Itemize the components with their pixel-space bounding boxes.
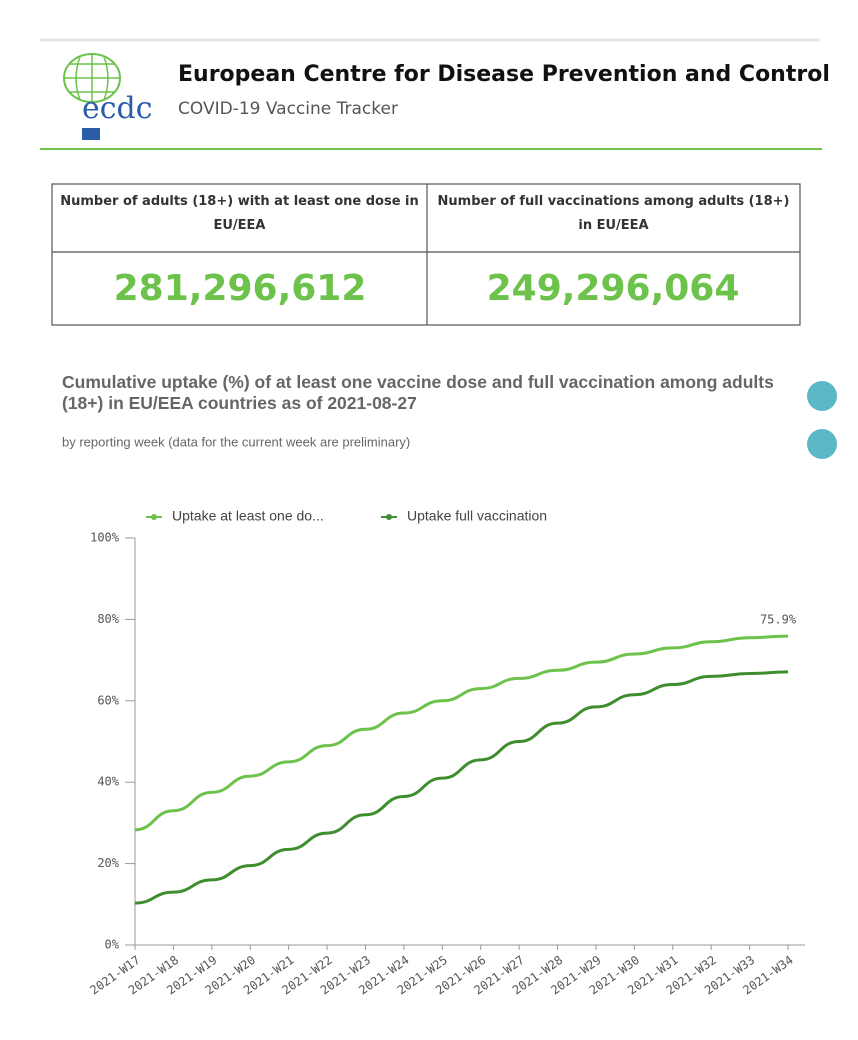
legend-label: Uptake at least one do... [172,508,324,524]
y-tick-label: 80% [97,612,119,626]
series-line [134,634,789,832]
kpi-table: Number of adults (18+) with at least one… [51,183,801,326]
side-button[interactable] [807,429,837,459]
legend-label: Uptake full vaccination [407,508,547,524]
y-tick-label: 20% [97,856,119,870]
value-label: 75.9% [760,613,797,627]
y-tick-label: 0% [105,938,120,952]
side-button[interactable] [807,381,837,411]
series-line [134,670,789,905]
legend-dot [386,514,392,520]
y-tick-label: 40% [97,775,119,789]
chart-title: Cumulative uptake (%) of at least one va… [62,372,774,413]
chart-subtitle: by reporting week (data for the current … [62,434,410,449]
logo: ecdc [63,53,153,140]
legend-dot [151,514,157,520]
y-tick-label: 100% [90,531,120,545]
kpi-label: Number of full vaccinations among adults… [437,194,790,233]
kpi-value: 249,296,064 [487,268,740,309]
kpi-value: 281,296,612 [114,268,367,309]
logo-text: ecdc [82,91,153,126]
org-subtitle: COVID-19 Vaccine Tracker [178,99,398,119]
kpi-label: Number of adults (18+) with at least one… [60,194,419,233]
y-tick-label: 60% [97,693,119,707]
org-title: European Centre for Disease Prevention a… [178,62,830,87]
